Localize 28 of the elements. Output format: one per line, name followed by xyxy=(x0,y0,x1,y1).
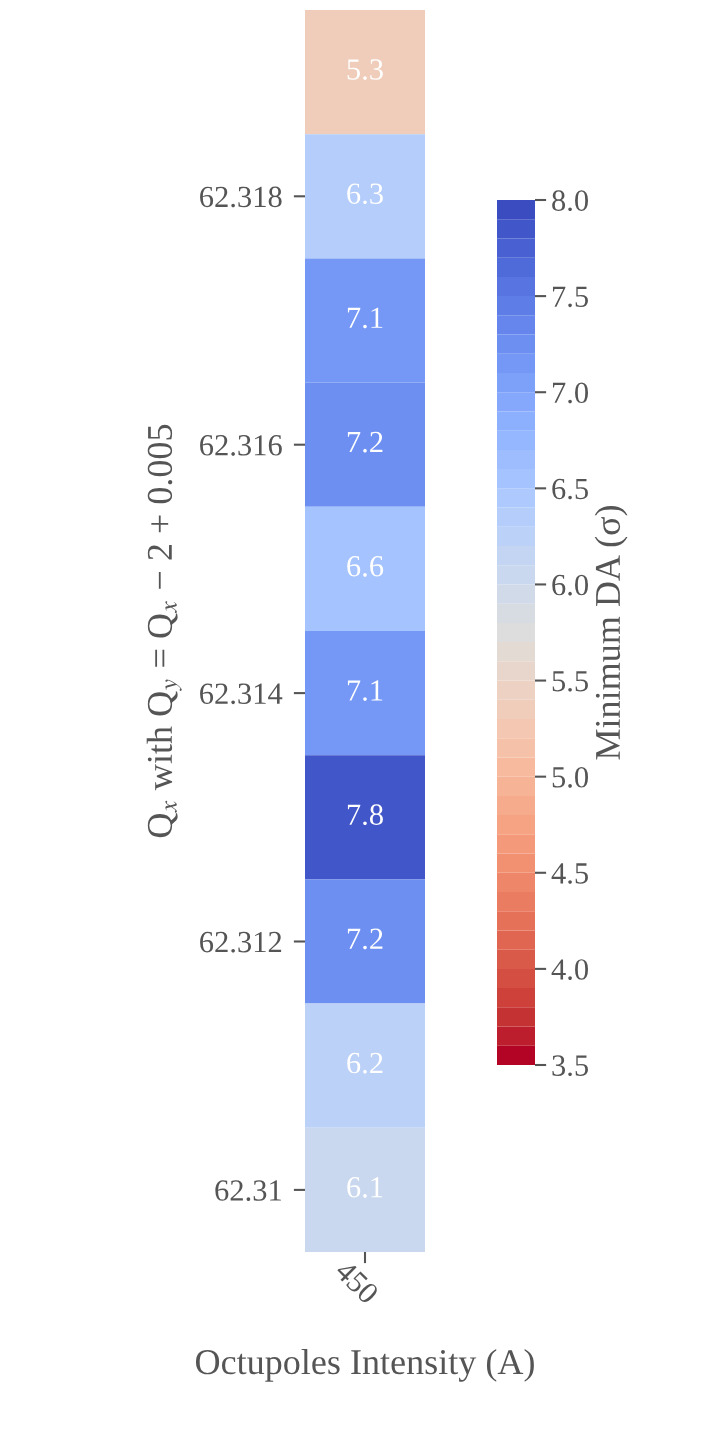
y-tick-label: 62.316 xyxy=(200,435,282,456)
y-tick-label: 62.312 xyxy=(200,931,282,953)
data-label: 6.3 xyxy=(347,183,383,205)
data-label: 7.8 xyxy=(347,804,383,826)
data-label: 7.2 xyxy=(347,431,383,453)
data-label: 5.3 xyxy=(347,59,383,80)
data-label: 7.2 xyxy=(347,928,383,950)
y-axis-title: Q$_{x}$ with Q$_{y}$ = Q$_{x}$ − 2 + 0.005 xyxy=(146,424,182,838)
data-label: 6.2 xyxy=(347,1052,383,1074)
x-axis-title: Octupoles Intensity (A) xyxy=(195,1348,534,1382)
color-bar-label: 7.5 xyxy=(552,286,588,308)
y-tick-label: 62.31 xyxy=(215,1180,281,1201)
x-tick-label: 450 xyxy=(334,1259,380,1305)
color-bar-label: 8.0 xyxy=(552,190,588,212)
data-label: 7.1 xyxy=(347,680,383,701)
y-tick-label: 62.318 xyxy=(200,186,282,208)
color-bar-title: Minimum DA (σ) xyxy=(594,505,628,760)
color-bar-label: 3.5 xyxy=(552,1055,588,1077)
color-bar-label: 5.5 xyxy=(552,671,588,692)
data-label: 7.1 xyxy=(347,307,383,329)
color-bar-label: 4.5 xyxy=(551,863,588,884)
color-bar-label: 6.5 xyxy=(552,478,588,500)
data-label: 6.6 xyxy=(347,556,384,577)
y-tick-label: 62.314 xyxy=(200,683,283,705)
color-bar-label: 5.0 xyxy=(552,766,588,788)
color-bar-label: 7.0 xyxy=(552,382,588,404)
color-bar-label: 6.0 xyxy=(552,574,588,596)
color-bar-label: 4.0 xyxy=(551,959,588,980)
